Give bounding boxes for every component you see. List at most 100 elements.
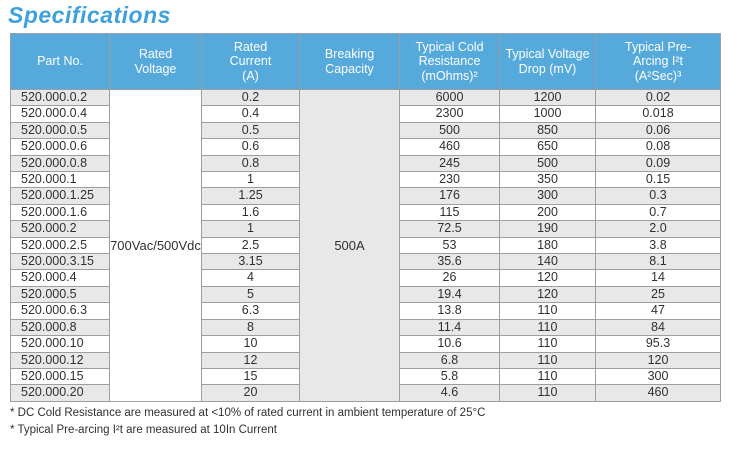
cell-cold-resistance: 245	[399, 154, 500, 173]
column-header-breaking-capacity: Breaking Capacity	[299, 33, 400, 90]
cell-part-no: 520.000.12	[10, 351, 110, 369]
table-row: 520.000.0.8 0.8 245 500 0.09	[10, 154, 721, 173]
cell-part-no: 520.000.0.5	[10, 121, 110, 140]
cell-part-no: 520.000.0.6	[10, 138, 110, 156]
cell-voltage-drop: 110	[499, 335, 596, 353]
cell-pre-arcing: 460	[595, 384, 721, 402]
cell-pre-arcing: 0.7	[595, 203, 721, 222]
cell-rated-voltage-merged: 700Vac/500Vdc	[109, 89, 202, 402]
cell-part-no: 520.000.1.25	[10, 187, 110, 205]
cell-voltage-drop: 190	[499, 220, 596, 238]
table-row: 520.000.1 1 230 350 0.15	[10, 171, 721, 189]
cell-cold-resistance: 10.6	[399, 335, 500, 353]
header-row: Part No. Rated Voltage Rated Current (A)…	[10, 33, 721, 90]
cell-rated-current: 3.15	[201, 253, 300, 271]
table-body: 520.000.0.2 700Vac/500Vdc 0.2 500A 6000 1200 0…	[10, 88, 721, 402]
cell-rated-current: 1.25	[201, 187, 300, 205]
cell-rated-current: 1	[201, 220, 300, 238]
cell-cold-resistance: 72.5	[399, 220, 500, 238]
cell-rated-current: 10	[201, 335, 300, 353]
cell-rated-current: 0.6	[201, 138, 300, 156]
cell-rated-current: 12	[201, 351, 300, 369]
cell-rated-current: 20	[201, 384, 300, 402]
cell-voltage-drop: 110	[499, 302, 596, 320]
page-title: Specifications	[8, 2, 171, 28]
cell-pre-arcing: 0.08	[595, 138, 721, 156]
cell-cold-resistance: 26	[399, 269, 500, 287]
cell-part-no: 520.000.2	[10, 220, 110, 238]
column-header-voltage-drop: Typical Voltage Drop (mV)	[499, 33, 596, 90]
cell-rated-current: 15	[201, 367, 300, 386]
table-row: 520.000.2 1 72.5 190 2.0	[10, 220, 721, 238]
cell-pre-arcing: 8.1	[595, 253, 721, 271]
cell-rated-current: 0.4	[201, 105, 300, 123]
cell-cold-resistance: 2300	[399, 105, 500, 123]
cell-part-no: 520.000.20	[10, 384, 110, 402]
cell-cold-resistance: 230	[399, 171, 500, 189]
footnote-dc-cold-resistance: * DC Cold Resistance are measured at <10…	[10, 407, 486, 419]
table-row: 520.000.15 15 5.8 110 300	[10, 367, 721, 386]
cell-voltage-drop: 110	[499, 384, 596, 402]
cell-pre-arcing: 2.0	[595, 220, 721, 238]
cell-pre-arcing: 0.15	[595, 171, 721, 189]
table-row: 520.000.0.6 0.6 460 650 0.08	[10, 138, 721, 156]
cell-part-no: 520.000.0.2	[10, 88, 110, 107]
cell-pre-arcing: 95.3	[595, 335, 721, 353]
cell-part-no: 520.000.6.3	[10, 302, 110, 320]
cell-voltage-drop: 120	[499, 285, 596, 304]
cell-voltage-drop: 110	[499, 351, 596, 369]
cell-rated-current: 4	[201, 269, 300, 287]
cell-pre-arcing: 120	[595, 351, 721, 369]
cell-cold-resistance: 6.8	[399, 351, 500, 369]
table-row: 520.000.12 12 6.8 110 120	[10, 351, 721, 369]
cell-pre-arcing: 0.06	[595, 121, 721, 140]
specifications-table: Part No. Rated Voltage Rated Current (A)…	[10, 33, 721, 402]
table-row: 520.000.0.5 0.5 500 850 0.06	[10, 121, 721, 140]
cell-pre-arcing: 14	[595, 269, 721, 287]
cell-part-no: 520.000.0.4	[10, 105, 110, 123]
table-row: 520.000.6.3 6.3 13.8 110 47	[10, 302, 721, 320]
cell-rated-current: 0.2	[201, 88, 300, 107]
cell-cold-resistance: 460	[399, 138, 500, 156]
column-header-pre-arcing: Typical Pre- Arcing I²t (A²Sec)³	[595, 33, 721, 90]
cell-cold-resistance: 4.6	[399, 384, 500, 402]
table-row: 520.000.0.4 0.4 2300 1000 0.018	[10, 105, 721, 123]
footnote-pre-arcing: * Typical Pre-arcing I²t are measured at…	[10, 424, 277, 436]
cell-cold-resistance: 115	[399, 203, 500, 222]
cell-pre-arcing: 0.3	[595, 187, 721, 205]
table-row: 520.000.3.15 3.15 35.6 140 8.1	[10, 253, 721, 271]
column-header-rated-current: Rated Current (A)	[201, 33, 300, 90]
table-row: 520.000.10 10 10.6 110 95.3	[10, 335, 721, 353]
cell-part-no: 520.000.2.5	[10, 236, 110, 255]
column-header-rated-voltage: Rated Voltage	[109, 33, 202, 90]
cell-breaking-capacity-merged: 500A	[299, 89, 400, 402]
table-row: 520.000.5 5 19.4 120 25	[10, 285, 721, 304]
cell-part-no: 520.000.10	[10, 335, 110, 353]
cell-part-no: 520.000.1	[10, 171, 110, 189]
cell-voltage-drop: 650	[499, 138, 596, 156]
cell-part-no: 520.000.4	[10, 269, 110, 287]
cell-part-no: 520.000.15	[10, 367, 110, 386]
cell-cold-resistance: 6000	[399, 88, 500, 107]
table-row: 520.000.8 8 11.4 110 84	[10, 318, 721, 337]
cell-voltage-drop: 300	[499, 187, 596, 205]
cell-cold-resistance: 35.6	[399, 253, 500, 271]
cell-cold-resistance: 176	[399, 187, 500, 205]
cell-part-no: 520.000.1.6	[10, 203, 110, 222]
cell-pre-arcing: 25	[595, 285, 721, 304]
table-row: 520.000.20 20 4.6 110 460	[10, 384, 721, 402]
cell-pre-arcing: 0.02	[595, 88, 721, 107]
cell-rated-current: 5	[201, 285, 300, 304]
cell-cold-resistance: 11.4	[399, 318, 500, 337]
cell-rated-current: 2.5	[201, 236, 300, 255]
cell-part-no: 520.000.3.15	[10, 253, 110, 271]
cell-part-no: 520.000.0.8	[10, 154, 110, 173]
cell-voltage-drop: 350	[499, 171, 596, 189]
table-row: 520.000.2.5 2.5 53 180 3.8	[10, 236, 721, 255]
table-row: 520.000.0.2 700Vac/500Vdc 0.2 500A 6000 1200 0…	[10, 88, 721, 402]
cell-part-no: 520.000.8	[10, 318, 110, 337]
cell-voltage-drop: 1000	[499, 105, 596, 123]
column-header-cold-resistance: Typical Cold Resistance (mOhms)²	[399, 33, 500, 90]
cell-rated-current: 0.5	[201, 121, 300, 140]
